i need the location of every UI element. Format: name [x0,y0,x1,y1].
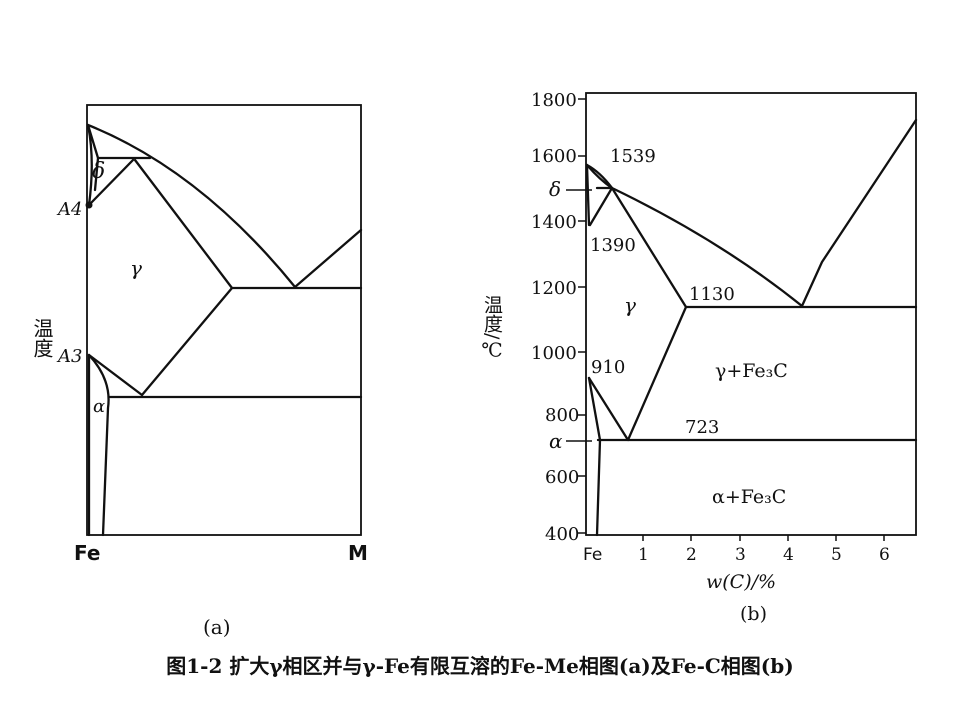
value-910: 910 [591,357,625,378]
region-gamma-fe3c: γ+Fe₃C [715,360,788,382]
liquidus-hypo [585,163,614,190]
label-gamma-b: γ [624,293,636,317]
ytick-600: 600 [545,467,579,488]
figure-caption: 图1-2 扩大γ相区并与γ-Fe有限互溶的Fe-Me相图(a)及Fe-C相图(b… [166,654,794,678]
label-delta-a: δ [92,159,105,184]
value-1130: 1130 [689,284,735,305]
xtick-3: 3 [735,545,746,565]
diagram-a-frame [86,104,362,536]
label-alpha-b: α [549,429,563,453]
label-m-a: M [348,541,368,565]
diagram-b: 1800 1600 1400 1200 1000 800 600 400 δ α… [481,90,918,625]
ytick-1600: 1600 [531,146,577,167]
alpha-boundary [87,353,110,537]
xtick-2: 2 [686,545,697,565]
a4-point [85,201,93,209]
x-ticks [642,535,885,541]
ytick-1200: 1200 [531,278,577,299]
liquidus-solidus-curve [86,123,363,289]
ytick-1400: 1400 [531,212,577,233]
delta-loop-lines [86,123,152,207]
ytick-400: 400 [545,524,579,545]
value-1539: 1539 [610,146,656,167]
xtick-1: 1 [638,545,649,565]
sublabel-b: (b) [740,603,767,625]
gamma-boundary-upper [133,158,363,290]
liquidus-line [610,118,918,308]
ytick-800: 800 [545,405,579,426]
alpha-solvus-lines [587,376,602,537]
y-ticks [566,98,592,534]
xtick-fe: Fe [583,545,602,565]
sublabel-a: (a) [203,615,231,639]
xtick-4: 4 [783,545,794,565]
gamma-solvus-lines [587,186,688,442]
ytick-1000: 1000 [531,343,577,364]
label-a3: A3 [56,346,82,367]
diagram-b-frame [585,92,917,536]
label-alpha-a: α [93,396,105,417]
label-temperature-a: 温度 [30,318,54,358]
xtick-5: 5 [831,545,842,565]
value-1390: 1390 [590,235,636,256]
ylabel-b: 温度/℃ [481,295,503,362]
xtick-6: 6 [879,545,890,565]
ytick-1800: 1800 [531,90,577,111]
diagram-a: δ A4 γ A3 α 温度 Fe M (a) [30,104,368,639]
phase-diagrams: δ A4 γ A3 α 温度 Fe M (a) 1800 1600 1400 1… [30,90,918,639]
label-gamma-a: γ [130,256,142,280]
label-delta-b: δ [549,177,561,201]
gamma-boundary-lower [87,286,363,399]
xlabel-b: w(C)/% [706,571,776,593]
label-fe-a: Fe [74,541,100,565]
region-alpha-fe3c: α+Fe₃C [712,486,786,508]
value-723: 723 [685,417,719,438]
label-a4: A4 [56,199,82,220]
